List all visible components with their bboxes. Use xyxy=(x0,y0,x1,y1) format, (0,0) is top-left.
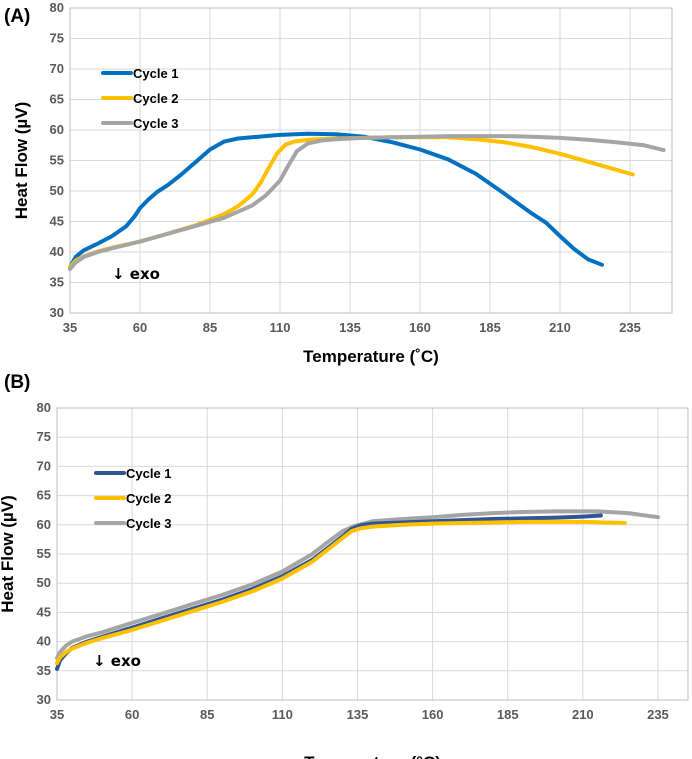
exo-annotation: ↓ exo xyxy=(93,652,141,670)
y-tick-label: 45 xyxy=(37,604,51,619)
y-tick-label: 65 xyxy=(50,92,64,107)
y-tick-label: 40 xyxy=(37,634,51,649)
exo-annotation: ↓ exo xyxy=(112,265,160,283)
y-tick-label: 60 xyxy=(37,517,51,532)
y-tick-label: 80 xyxy=(50,0,64,15)
y-tick-label: 45 xyxy=(50,214,64,229)
series-line-cycle-1 xyxy=(68,131,604,270)
legend-label-cycle-1: Cycle 1 xyxy=(126,466,172,481)
x-tick-label: 185 xyxy=(479,320,501,335)
y-tick-label: 55 xyxy=(37,546,51,561)
x-tick-label: 235 xyxy=(619,320,641,335)
x-tick-label: 135 xyxy=(339,320,361,335)
panel-label: (A) xyxy=(4,6,30,27)
y-tick-label: 50 xyxy=(37,575,51,590)
x-tick-label: 35 xyxy=(50,707,64,722)
y-tick-label: 65 xyxy=(37,488,51,503)
x-tick-label: 210 xyxy=(572,707,594,722)
legend-label-cycle-1: Cycle 1 xyxy=(133,66,179,81)
series-line-cycle-3 xyxy=(68,134,666,272)
x-tick-label: 85 xyxy=(200,707,214,722)
x-tick-label: 60 xyxy=(133,320,147,335)
panel-label: (B) xyxy=(4,372,30,393)
x-axis-title: Temperature (°C) xyxy=(304,753,441,759)
y-tick-label: 40 xyxy=(50,244,64,259)
series-line-cycle-2 xyxy=(68,135,635,270)
series-line-cycle-2 xyxy=(55,519,627,666)
plot-area-frame xyxy=(56,407,689,701)
y-tick-label: 30 xyxy=(37,692,51,707)
series-line-cycle-1 xyxy=(55,513,603,671)
x-tick-label: 85 xyxy=(203,320,217,335)
y-axis-title: Heat Flow (µV) xyxy=(12,102,31,219)
x-tick-label: 185 xyxy=(497,707,519,722)
y-tick-label: 35 xyxy=(37,663,51,678)
x-axis-title: Temperature (˚C) xyxy=(303,347,439,366)
x-tick-label: 110 xyxy=(272,707,293,722)
y-tick-label: 70 xyxy=(50,61,64,76)
y-tick-label: 55 xyxy=(50,153,64,168)
x-tick-label: 110 xyxy=(270,320,291,335)
x-tick-label: 235 xyxy=(647,707,669,722)
y-tick-label: 60 xyxy=(50,122,64,137)
legend-label-cycle-3: Cycle 3 xyxy=(126,516,172,531)
x-tick-label: 210 xyxy=(549,320,571,335)
legend-label-cycle-2: Cycle 2 xyxy=(133,91,179,106)
x-tick-label: 60 xyxy=(125,707,139,722)
series-line-cycle-3 xyxy=(55,509,660,660)
y-tick-label: 70 xyxy=(37,458,51,473)
y-tick-label: 50 xyxy=(50,183,64,198)
x-tick-label: 135 xyxy=(347,707,369,722)
y-tick-label: 30 xyxy=(50,305,64,320)
y-tick-label: 75 xyxy=(50,31,64,46)
x-tick-label: 35 xyxy=(63,320,77,335)
plot-area-frame xyxy=(69,7,673,314)
legend-label-cycle-2: Cycle 2 xyxy=(126,491,172,506)
legend-label-cycle-3: Cycle 3 xyxy=(133,116,179,131)
y-tick-label: 75 xyxy=(37,429,51,444)
y-tick-label: 80 xyxy=(37,400,51,415)
y-tick-label: 35 xyxy=(50,275,64,290)
y-axis-title: Heat Flow (µV) xyxy=(0,495,17,612)
x-tick-label: 160 xyxy=(409,320,431,335)
x-tick-label: 160 xyxy=(422,707,444,722)
